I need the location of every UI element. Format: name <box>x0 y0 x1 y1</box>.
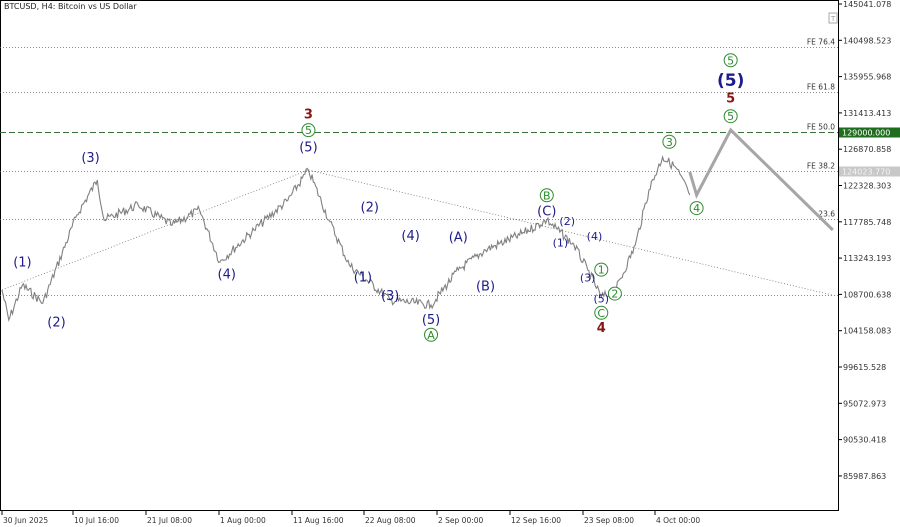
y-tick-label: 131413.413 <box>843 109 891 118</box>
price-tag: 129000.000 <box>842 129 890 138</box>
wave-label: (5) <box>593 292 609 305</box>
fib-level-label: FE 61.8 <box>807 83 835 92</box>
chart-title: BTCUSD, H4: Bitcoin vs US Dollar <box>4 2 137 11</box>
y-tick-label: 126870.858 <box>843 145 891 154</box>
y-tick-label: 145041.078 <box>843 0 891 9</box>
y-tick-label: 99615.528 <box>843 363 886 372</box>
fib-level-label: FE 50.0 <box>807 123 835 132</box>
y-tick-label: 95072.973 <box>843 399 886 408</box>
wave-label: 4 <box>693 202 700 215</box>
wave-label: (1) <box>354 271 372 286</box>
wave-label: (A) <box>449 231 468 246</box>
wave-label: 2 <box>611 288 618 301</box>
y-tick-label: 140498.523 <box>843 36 891 45</box>
y-tick-label: 108700.638 <box>843 290 891 299</box>
wave-circle-icon <box>539 188 554 203</box>
x-tick-label: 12 Sep 16:00 <box>511 516 561 525</box>
wave-label: A <box>427 329 435 342</box>
x-tick-label: 23 Sep 08:00 <box>584 516 634 525</box>
wave-circle-icon <box>594 305 609 320</box>
wave-circle-icon <box>723 109 738 124</box>
fib-level-label: 23.6 <box>818 210 835 219</box>
forecast-path <box>688 127 834 232</box>
y-tick-label: 85987.863 <box>843 472 886 481</box>
wave-circle-icon <box>689 201 704 216</box>
wave-label: C <box>597 307 605 320</box>
price-line <box>1 154 691 322</box>
wave-label: 5 <box>727 110 734 123</box>
wave-label: (2) <box>559 215 575 228</box>
y-tick-label: 113243.193 <box>843 254 891 263</box>
price-tag: 124023.770 <box>842 168 890 177</box>
trendline <box>308 169 833 296</box>
wave-label: 3 <box>666 136 673 149</box>
wave-label: (4) <box>587 230 603 243</box>
wave-label: 5 <box>726 92 735 107</box>
wave-circle-icon <box>424 327 439 342</box>
wave-label: (2) <box>361 200 379 215</box>
wave-circle-icon <box>662 134 677 149</box>
fib-level-label: FE 76.4 <box>807 38 835 47</box>
wave-label: 5 <box>727 54 734 67</box>
wave-label: (1) <box>13 255 31 270</box>
wave-label: (4) <box>401 229 419 244</box>
x-tick-label: 1 Aug 00:00 <box>220 516 266 525</box>
x-tick-label: 22 Aug 08:00 <box>365 516 416 525</box>
template-icon: T <box>830 15 836 23</box>
wave-label: (5) <box>299 140 317 155</box>
wave-label: (3) <box>381 289 399 304</box>
y-tick-label: 135955.968 <box>843 73 891 82</box>
fib-level-label: FE 38.2 <box>807 162 835 171</box>
template-button[interactable] <box>828 12 838 24</box>
x-tick-label: 4 Oct 00:00 <box>656 516 700 525</box>
y-tick-label: 122328.303 <box>843 182 891 191</box>
price-tag-bg <box>839 127 900 138</box>
wave-label: (5) <box>717 71 744 91</box>
x-tick-label: 30 Jun 2025 <box>3 516 48 525</box>
wave-label: (1) <box>553 236 569 249</box>
plot-frame <box>0 0 839 511</box>
wave-circle-icon <box>723 53 738 68</box>
price-tag-bg <box>839 166 900 177</box>
wave-circle-icon <box>301 123 316 138</box>
wave-label: (2) <box>47 315 65 330</box>
wave-label: (4) <box>218 267 236 282</box>
wave-label: 4 <box>597 321 606 336</box>
wave-label: B <box>543 189 551 202</box>
trendline <box>1 169 309 291</box>
x-tick-label: 21 Jul 08:00 <box>147 516 192 525</box>
wave-label: 1 <box>598 264 605 277</box>
x-tick-label: 10 Jul 16:00 <box>74 516 119 525</box>
y-tick-label: 117785.748 <box>843 218 891 227</box>
x-tick-label: 2 Sep 00:00 <box>438 516 484 525</box>
x-tick-label: 11 Aug 16:00 <box>293 516 344 525</box>
wave-label: (5) <box>422 313 440 328</box>
wave-label: (C) <box>537 204 556 219</box>
y-tick-label: 90530.418 <box>843 436 886 445</box>
wave-circle-icon <box>594 262 609 277</box>
y-tick-label: 104158.083 <box>843 327 891 336</box>
wave-label: (3) <box>580 272 596 285</box>
wave-label: 3 <box>304 108 313 123</box>
wave-label: (B) <box>476 279 495 294</box>
wave-label: (3) <box>81 151 99 166</box>
wave-circle-icon <box>607 286 622 301</box>
wave-label: 5 <box>305 124 312 137</box>
